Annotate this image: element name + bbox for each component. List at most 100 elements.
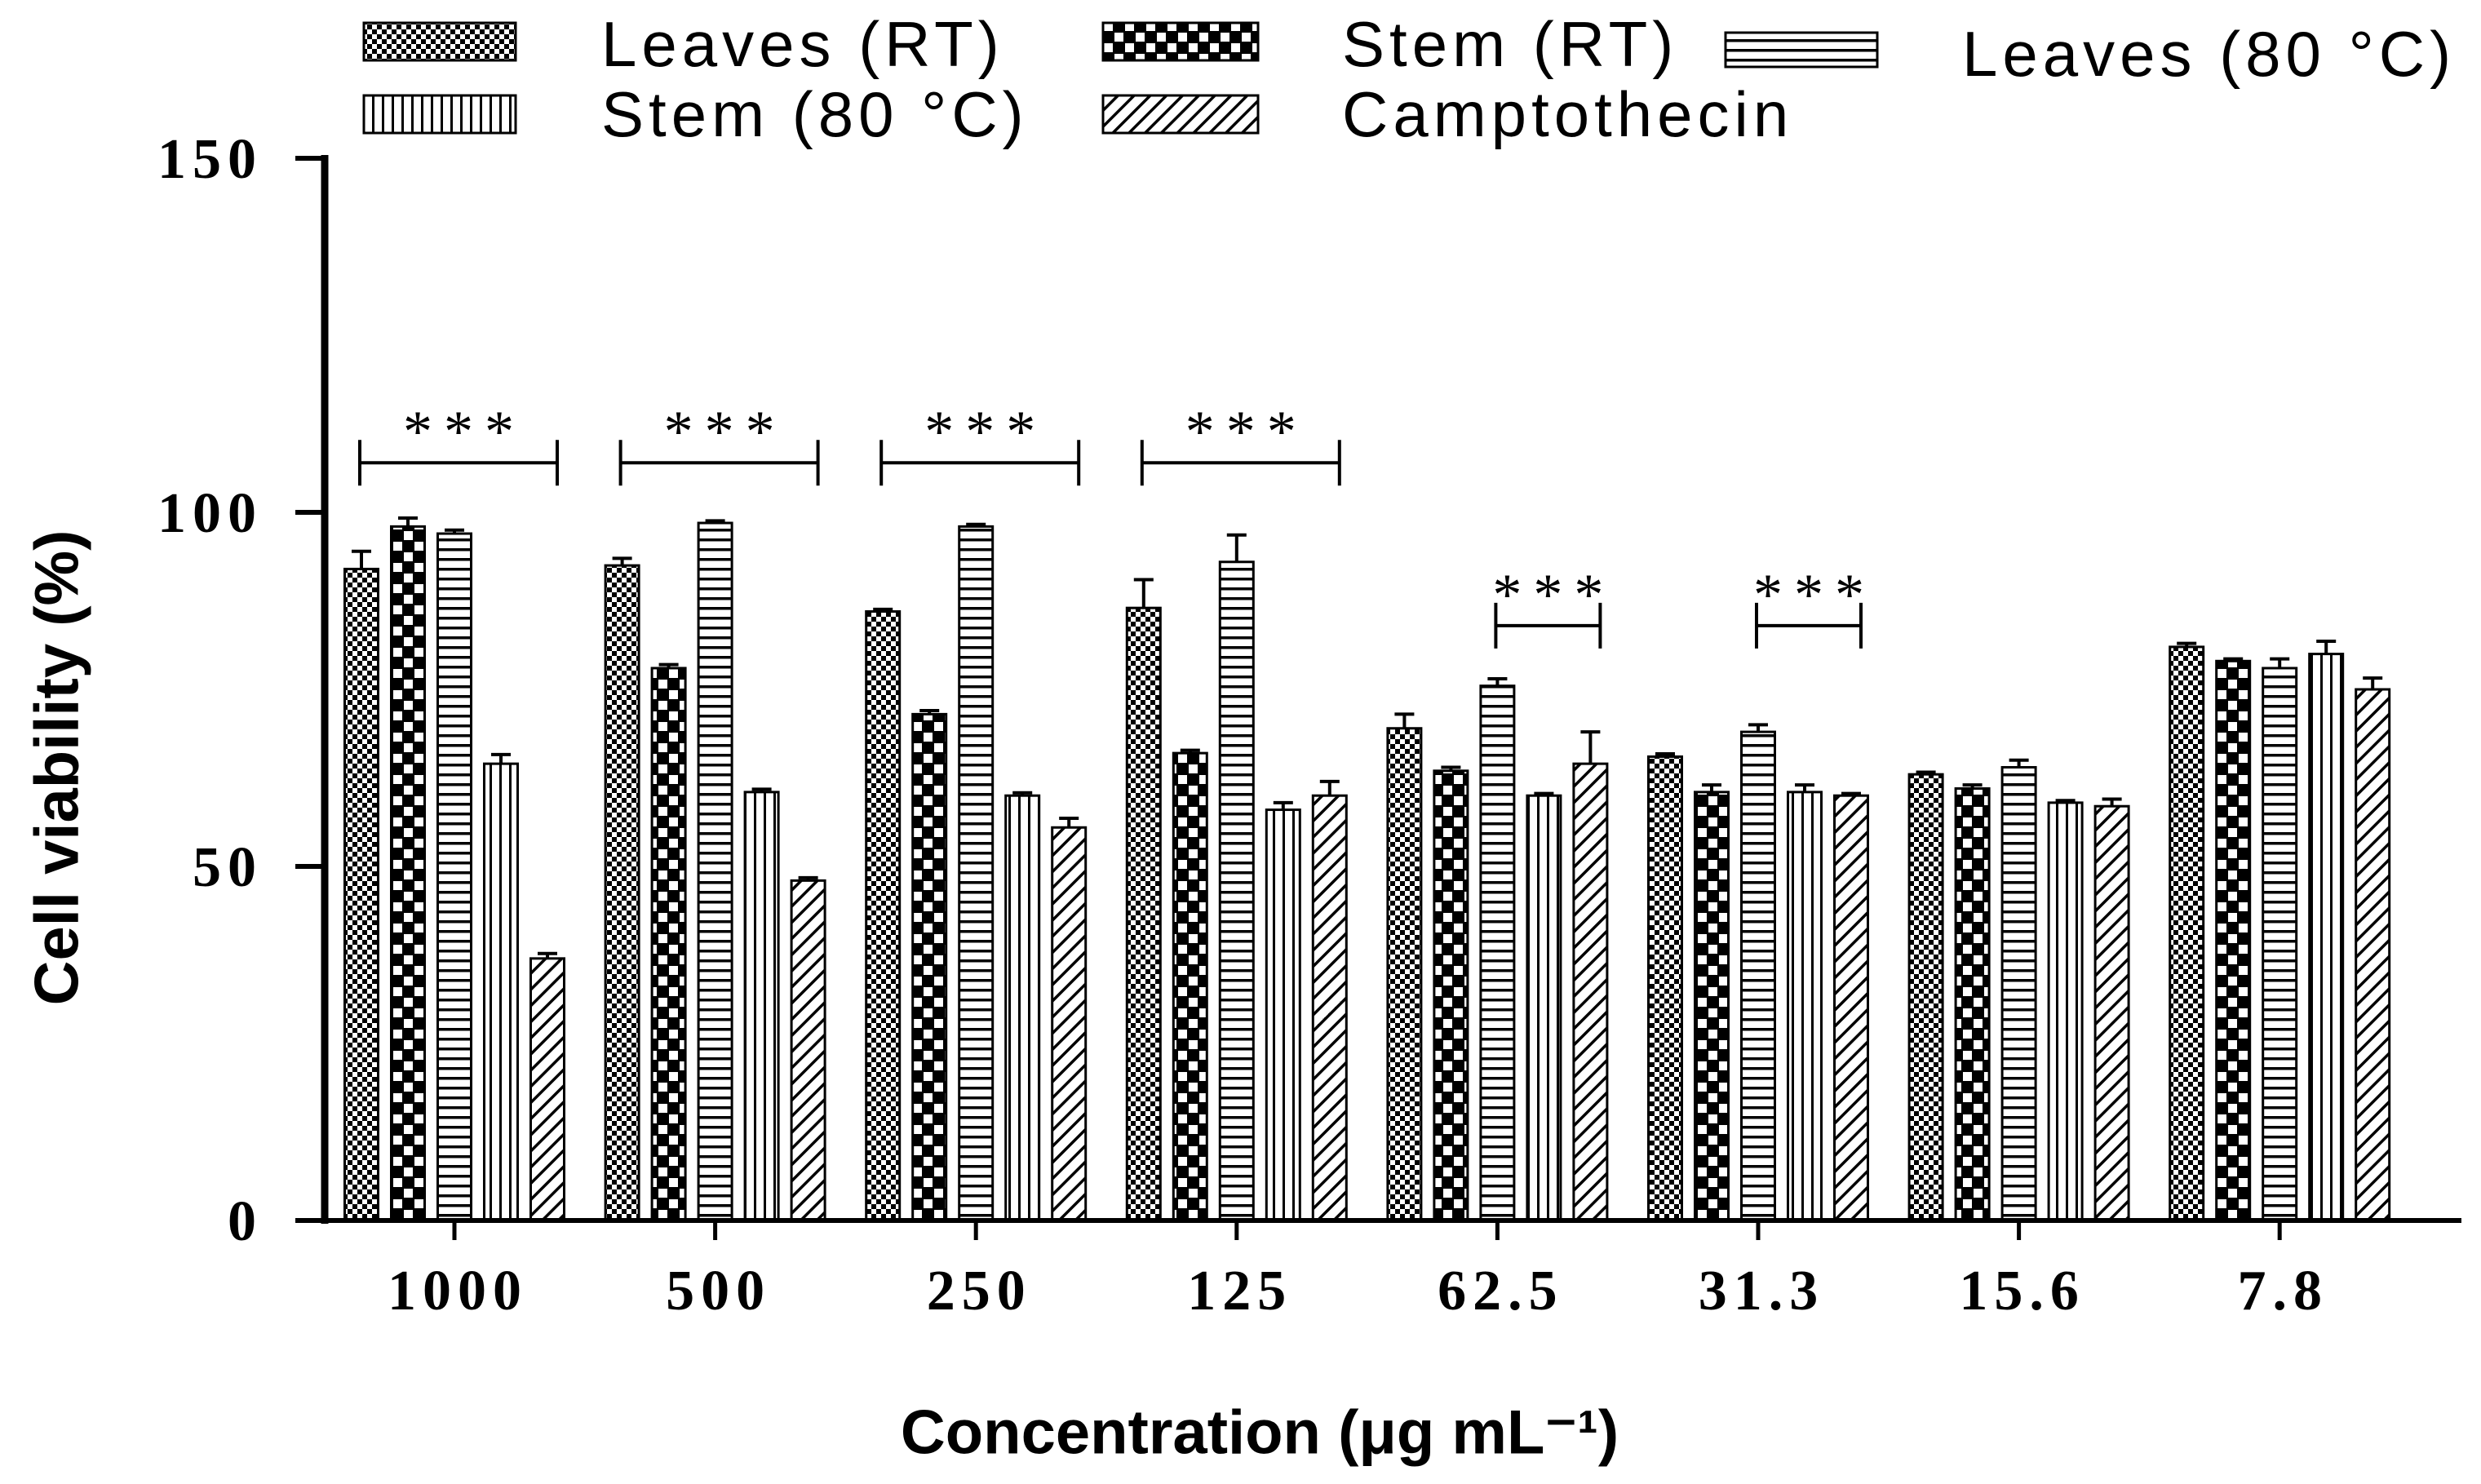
error-bar-leaves-rt-1000 xyxy=(352,549,371,569)
x-tick-label-500: 500 xyxy=(666,1260,771,1322)
significance-stars-1000: *** xyxy=(403,399,525,464)
bar-leaves-rt-125 xyxy=(1125,606,1162,1222)
bar-camptothecin-1000 xyxy=(529,957,565,1222)
x-tick-label-125: 125 xyxy=(1187,1260,1292,1322)
legend-item-camptothecin: Camptothecin xyxy=(1101,78,1793,150)
error-bar-stem-80-c-125 xyxy=(1273,800,1293,810)
y-tick-label-150: 150 xyxy=(157,128,263,191)
error-bar-stem-rt-15-6 xyxy=(1962,783,1983,789)
legend-label-leaves-80c: Leaves (80 °C) xyxy=(1962,18,2456,90)
error-bar-stem-80-c-31-3 xyxy=(1795,783,1814,792)
legend-label-camptothecin: Camptothecin xyxy=(1342,78,1793,150)
error-bar-stem-rt-62-5 xyxy=(1441,765,1461,771)
legend-label-leaves-rt: Leaves (RT) xyxy=(601,8,1004,80)
bar-leaves-rt-15-6 xyxy=(1907,773,1944,1222)
error-bar-stem-80-c-250 xyxy=(1012,791,1033,796)
error-bar-camptothecin-62-5 xyxy=(1580,730,1601,764)
error-bar-leaves-80-c-125 xyxy=(1226,533,1247,562)
error-bar-leaves-rt-62-5 xyxy=(1394,712,1415,729)
bar-stem-rt-62-5 xyxy=(1433,769,1469,1222)
error-bar-leaves-rt-125 xyxy=(1133,578,1154,609)
bar-camptothecin-500 xyxy=(790,879,826,1222)
error-bar-camptothecin-31-3 xyxy=(1841,791,1861,796)
error-bar-stem-rt-250 xyxy=(919,709,940,715)
bar-stem-80-c-500 xyxy=(743,791,780,1222)
x-tick-label-1000: 1000 xyxy=(388,1260,528,1322)
x-axis-ticks: 1000 500 250 125 62.5 31.3 15.6 7.8 xyxy=(388,1220,2328,1322)
bar-stem-80-c-1000 xyxy=(483,762,519,1222)
error-bar-stem-80-c-62-5 xyxy=(1534,791,1554,796)
significance-bracket-31-3 xyxy=(1755,602,1863,649)
significance-stars-500: *** xyxy=(664,399,786,464)
significance-stars-125: *** xyxy=(1185,399,1308,464)
error-bar-leaves-80-c-7-8 xyxy=(2270,657,2290,668)
error-bar-leaves-rt-500 xyxy=(612,556,632,566)
legend-swatch-leaves-rt xyxy=(362,21,517,62)
bar-stem-rt-15-6 xyxy=(1954,787,1991,1222)
significance-stars-62-5: *** xyxy=(1492,562,1615,627)
error-bar-stem-80-c-7-8 xyxy=(2316,639,2337,654)
error-bar-stem-rt-7-8 xyxy=(2223,657,2244,662)
error-bar-leaves-rt-250 xyxy=(873,607,893,612)
error-bar-stem-rt-1000 xyxy=(398,516,418,527)
bar-stem-rt-125 xyxy=(1172,751,1208,1222)
error-bar-stem-rt-500 xyxy=(658,662,679,668)
error-bar-stem-rt-125 xyxy=(1180,748,1200,754)
error-bar-leaves-80-c-15-6 xyxy=(2009,758,2029,768)
legend-item-leaves-80c: Leaves (80 °C) xyxy=(1724,18,2456,90)
bar-stem-rt-1000 xyxy=(390,525,426,1222)
significance-bracket-500 xyxy=(618,440,820,486)
error-bar-stem-rt-31-3 xyxy=(1702,783,1721,792)
x-tick-label-15-6: 15.6 xyxy=(1959,1260,2085,1322)
bar-leaves-80-c-15-6 xyxy=(2000,765,2037,1222)
legend-swatch-leaves-80c xyxy=(1724,31,1879,69)
legend-label-stem-rt: Stem (RT) xyxy=(1342,8,1678,80)
bar-leaves-80-c-125 xyxy=(1218,560,1255,1222)
error-bar-camptothecin-7-8 xyxy=(2363,676,2383,689)
x-tick-label-250: 250 xyxy=(927,1260,1032,1322)
bar-leaves-rt-62-5 xyxy=(1386,727,1423,1222)
error-bar-leaves-80-c-62-5 xyxy=(1487,676,1508,686)
error-bar-camptothecin-500 xyxy=(798,875,818,881)
y-axis-ticks: 0 50 100 150 xyxy=(157,128,325,1253)
bar-stem-rt-7-8 xyxy=(2215,659,2252,1222)
bar-stem-80-c-15-6 xyxy=(2047,801,2084,1222)
y-axis-title: Cell viability (%) xyxy=(23,530,92,1006)
error-bar-leaves-rt-31-3 xyxy=(1655,751,1675,757)
error-bar-leaves-rt-7-8 xyxy=(2177,641,2197,647)
legend-item-stem-80c: Stem (80 °C) xyxy=(362,78,1029,150)
bar-leaves-80-c-500 xyxy=(697,521,733,1222)
legend-swatch-stem-80c xyxy=(362,94,517,135)
x-tick-label-31-3: 31.3 xyxy=(1699,1260,1825,1322)
bar-camptothecin-250 xyxy=(1051,826,1088,1222)
bar-leaves-rt-1000 xyxy=(343,567,379,1222)
bar-leaves-80-c-7-8 xyxy=(2262,667,2298,1222)
legend: Leaves (RT) Stem (RT) Leaves (80 °C) Ste… xyxy=(362,8,2456,150)
bar-stem-rt-500 xyxy=(650,667,687,1222)
bar-stem-rt-31-3 xyxy=(1694,791,1730,1222)
significance-bracket-125 xyxy=(1140,440,1341,486)
bar-camptothecin-31-3 xyxy=(1833,794,1869,1222)
x-tick-label-7-8: 7.8 xyxy=(2237,1260,2328,1322)
error-bar-leaves-80-c-31-3 xyxy=(1748,723,1768,733)
error-bar-leaves-80-c-500 xyxy=(705,519,725,524)
legend-label-stem-80c: Stem (80 °C) xyxy=(601,78,1029,150)
bar-stem-80-c-62-5 xyxy=(1526,794,1562,1222)
bar-camptothecin-15-6 xyxy=(2093,804,2130,1222)
bar-leaves-rt-7-8 xyxy=(2169,645,2205,1222)
bar-stem-80-c-31-3 xyxy=(1787,791,1823,1222)
error-bar-camptothecin-250 xyxy=(1059,816,1079,828)
bar-stem-80-c-125 xyxy=(1265,808,1301,1222)
bar-leaves-rt-250 xyxy=(865,610,902,1222)
error-bar-stem-80-c-1000 xyxy=(491,752,511,764)
bar-leaves-80-c-31-3 xyxy=(1740,730,1776,1222)
bars xyxy=(343,521,2391,1222)
bar-leaves-80-c-62-5 xyxy=(1479,684,1516,1222)
bar-stem-rt-250 xyxy=(911,712,948,1222)
error-bar-leaves-80-c-1000 xyxy=(445,528,464,534)
legend-item-leaves-rt: Leaves (RT) xyxy=(362,8,1004,80)
error-bar-camptothecin-125 xyxy=(1319,779,1340,796)
bar-camptothecin-125 xyxy=(1311,794,1348,1222)
legend-item-stem-rt: Stem (RT) xyxy=(1101,8,1678,80)
